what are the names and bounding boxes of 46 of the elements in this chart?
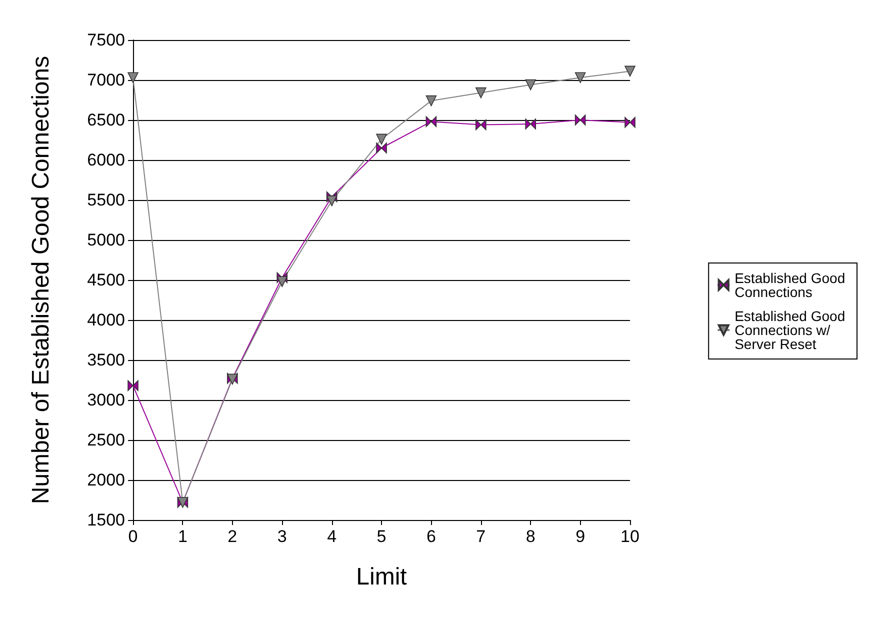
point xyxy=(376,134,387,145)
point xyxy=(376,142,387,154)
point xyxy=(476,119,486,130)
point xyxy=(128,72,138,83)
point xyxy=(326,191,338,202)
x-tick-label: 8 xyxy=(526,527,536,546)
y-tick-label: 2000 xyxy=(87,470,125,490)
x-tick-label: 6 xyxy=(426,527,436,546)
legend-label: Established Good Connections xyxy=(734,270,849,300)
x-tick-label: 5 xyxy=(376,527,386,546)
y-tick-label: 1500 xyxy=(87,510,125,530)
y-tick-label: 6500 xyxy=(87,110,125,130)
point xyxy=(476,87,486,98)
point xyxy=(525,118,536,130)
y-tick-label: 5000 xyxy=(87,230,125,250)
y-axis-title: Number of Established Good Connections xyxy=(28,56,54,504)
y-tick-label: 7500 xyxy=(87,30,125,50)
point xyxy=(276,276,288,287)
point xyxy=(326,195,338,206)
x-tick-label: 3 xyxy=(277,527,287,546)
y-tick-label: 2500 xyxy=(87,430,125,450)
y-tick-label: 6000 xyxy=(87,150,125,170)
x-tick-label: 9 xyxy=(576,527,586,546)
point xyxy=(574,72,586,83)
y-tick-label: 5500 xyxy=(87,190,125,210)
x-tick-label: 1 xyxy=(178,527,188,546)
y-tick-label: 3500 xyxy=(87,350,125,370)
x-tick-label: 10 xyxy=(620,527,640,546)
x-tick-label: 4 xyxy=(327,527,337,546)
point xyxy=(624,117,636,128)
point xyxy=(525,79,536,90)
point xyxy=(426,95,437,106)
point xyxy=(426,116,437,127)
x-tick-label: 0 xyxy=(128,527,138,546)
y-tick-label: 4500 xyxy=(87,270,125,290)
point xyxy=(276,272,288,283)
x-tick-label: 7 xyxy=(476,527,486,546)
point xyxy=(624,66,636,77)
y-tick-label: 7000 xyxy=(87,70,125,90)
x-tick-label: 2 xyxy=(228,527,238,546)
point xyxy=(128,380,138,391)
x-axis-title: Limit xyxy=(356,564,408,590)
y-tick-label: 4000 xyxy=(87,310,125,330)
y-tick-label: 3000 xyxy=(87,390,125,410)
point xyxy=(574,114,586,126)
legend-label: Established Good Connections w/ Server Reset xyxy=(734,308,849,352)
